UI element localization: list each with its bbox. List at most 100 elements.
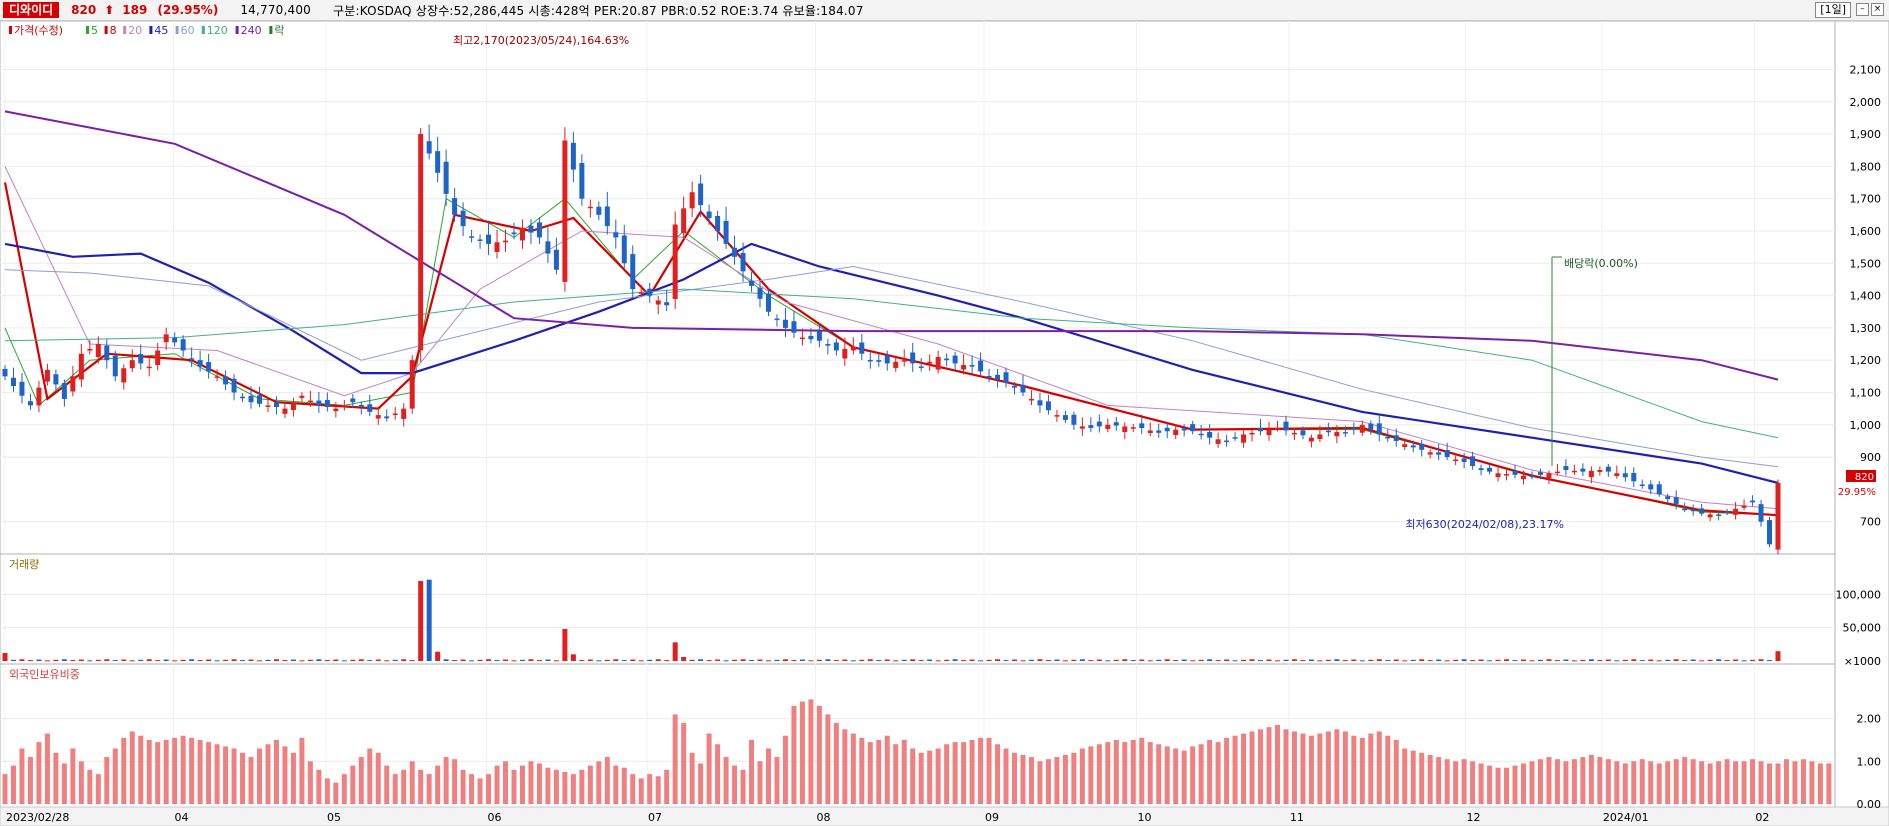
volume-bar [1096,659,1102,661]
foreign-bar [740,769,746,804]
volume-bar [1156,659,1162,661]
foreign-bar [1062,754,1068,804]
volume-bar [61,659,67,661]
candle-body [206,362,212,372]
foreign-bar [197,739,203,804]
volume-bar [774,659,780,661]
period-selector[interactable]: [1일] [1815,2,1851,18]
foreign-bar [867,742,873,804]
volume-bar [1775,651,1781,661]
candle-body [672,224,678,299]
candle-body [808,335,814,340]
candle-body [791,321,797,333]
foreign-bar [1724,759,1730,804]
foreign-bar [1716,761,1722,804]
candle-body [604,206,610,227]
candle-body [774,318,780,321]
foreign-bar [1258,729,1264,804]
volume-bar [1088,660,1094,662]
foreign-bars [2,699,1832,804]
volume-bar [961,660,967,662]
foreign-title: 외국인보유비중 [9,668,80,681]
candle-body [367,404,373,412]
volume-bar [1037,659,1043,661]
candle-body [138,354,144,364]
foreign-bar [536,763,542,804]
candle-body [757,287,763,299]
volume-bar [1546,659,1552,661]
foreign-bar [1665,761,1671,804]
foreign-bar [1521,763,1527,804]
volume-bar [647,659,653,661]
volume-bar [1334,659,1340,661]
volume-bar [10,659,16,661]
candle-body [1045,401,1051,411]
volume-bar [876,660,882,662]
candle-body [1215,439,1221,444]
candle-body [27,401,33,406]
candle-body [1198,433,1204,436]
stock-name[interactable]: 디와이디 [3,2,60,18]
candle-body [44,369,50,382]
foreign-bar [223,746,229,804]
foreign-bar [95,774,101,804]
foreign-bar [638,778,644,804]
volume-bar [1521,659,1527,661]
candle-body [1461,458,1467,462]
candle-body [1521,475,1527,480]
candle-body [1062,415,1068,420]
candle-body [1512,470,1518,475]
price-change-pct: (29.95%) [157,3,219,17]
foreign-bar [1334,729,1340,804]
volume-bar [1631,659,1637,661]
foreign-bar [1588,754,1594,804]
volume-bar [1012,659,1018,661]
minimize-icon[interactable]: – [1856,3,1869,16]
foreign-bar [1656,763,1662,804]
foreign-bar [969,739,975,804]
volume-bar [698,659,704,661]
price-tick-label: 700 [1860,516,1881,529]
foreign-bar [1181,750,1187,804]
foreign-bar [1096,744,1102,804]
legend-label: 20 [128,24,142,37]
foreign-bar [1427,754,1433,804]
volume-bar [1639,660,1645,662]
candle-body [655,300,661,305]
candle-body [290,402,296,411]
candle-body [1232,437,1238,439]
close-icon[interactable]: × [1871,3,1884,16]
candle-body [1291,432,1297,435]
candle-body [732,247,738,257]
candle-body [1690,509,1696,512]
stock-chart[interactable]: 가격(수정) 5 8 20 45 60 120 240 락 2,1002,0001,9001,8… [0,21,1889,826]
volume-bar [1605,659,1611,661]
price-tick-label: 1,600 [1850,225,1882,238]
volume-bar [782,659,788,661]
foreign-bar [1122,742,1128,804]
ma-line-45 [4,242,1779,484]
volume-bar [1139,659,1145,661]
volume-bar [1173,660,1179,662]
foreign-bar [146,739,152,804]
candle-body [1571,470,1577,473]
volume-bar [1478,659,1484,661]
volume-bar [927,659,933,661]
volume-bar [121,659,127,661]
volume-bar [519,659,525,661]
candles [2,124,1781,555]
candle-body [1453,459,1459,462]
candle-body [316,400,322,406]
volume-bar [749,660,755,662]
candle-body [341,405,347,408]
volume-bar [757,659,763,661]
foreign-bar [1173,748,1179,804]
legend-label: 240 [241,24,262,37]
price-tick-label: 1,300 [1850,322,1882,335]
foreign-bar [681,722,687,804]
volume-bar [256,660,262,662]
foreign-bar [1359,737,1365,804]
foreign-bar [1673,759,1679,804]
candle-body [859,342,865,354]
volume-bar [307,659,313,661]
